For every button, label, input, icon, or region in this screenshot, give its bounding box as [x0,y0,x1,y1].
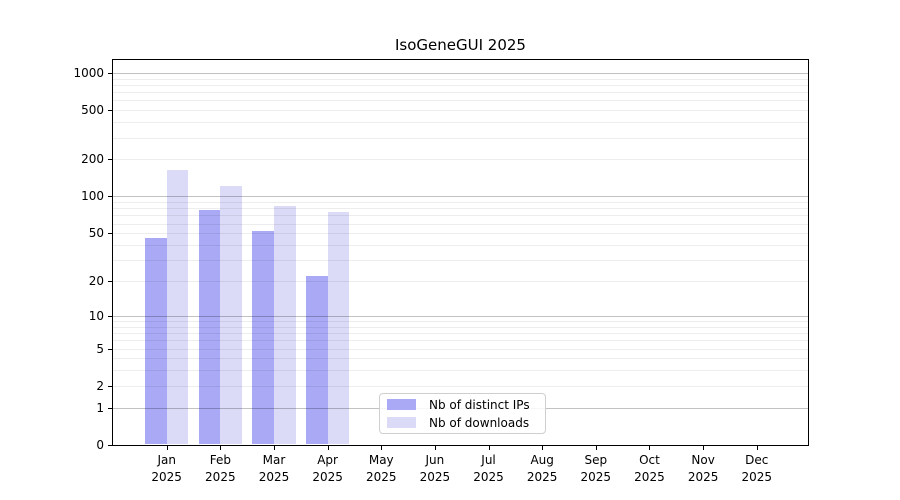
minor-gridline [113,326,808,328]
y-tick-mark [108,72,112,74]
x-tick-label-oct: Oct 2025 [634,453,665,484]
x-tick-mark [542,446,544,450]
y-tick-label: 5 [96,341,104,356]
x-tick-label-jul: Jul 2025 [473,453,504,484]
minor-gridline [113,110,808,112]
minor-gridline [113,202,808,204]
y-tick-mark [108,315,112,317]
y-tick-label: 10 [88,308,104,323]
minor-gridline [113,281,808,283]
x-tick-mark [273,446,275,450]
y-tick-label: 500 [81,103,104,118]
minor-gridline [113,137,808,139]
x-tick-mark [595,446,597,450]
x-tick-label-may: May 2025 [365,453,397,484]
y-tick-label: 1000 [73,65,104,80]
legend-label-downloads: Nb of downloads [429,415,530,430]
bar-downloads-jan [166,169,189,444]
minor-gridline [113,370,808,372]
bar-downloads-feb [220,185,242,444]
x-tick-mark [220,446,222,450]
bar-distinct-ips-feb [198,209,221,444]
minor-gridline [113,122,808,124]
x-tick-label-jun: Jun 2025 [419,453,451,484]
y-tick-label: 20 [88,274,104,289]
x-tick-mark [327,446,329,450]
y-tick-mark [108,407,112,409]
bar-downloads-apr [327,212,350,444]
y-tick-label: 0 [96,438,104,452]
minor-gridline [113,208,808,210]
y-tick-label: 2 [96,378,104,393]
y-tick-mark [108,281,112,283]
legend-entry-distinct-ips: Nb of distinct IPs [387,398,545,412]
x-tick-mark [434,446,436,450]
minor-gridline [113,84,808,86]
y-tick-label: 50 [88,226,104,241]
y-tick-label: 100 [81,189,104,204]
minor-gridline [113,385,808,387]
minor-gridline [113,223,808,225]
major-gridline [113,315,808,317]
major-gridline [113,196,808,198]
minor-gridline [113,159,808,161]
legend: Nb of distinct IPs Nb of downloads [379,393,546,434]
minor-gridline [113,245,808,246]
bar-downloads-mar [273,205,296,444]
bar-distinct-ips-apr [306,276,328,444]
bar-distinct-ips-jan [145,237,167,444]
x-tick-mark [381,446,383,450]
x-tick-label-jan: Jan 2025 [151,453,182,484]
x-tick-mark [703,446,705,450]
x-tick-label-sep: Sep 2025 [580,453,612,484]
bar-distinct-ips-mar [252,231,274,444]
x-tick-label-nov: Nov 2025 [687,453,719,484]
y-tick-label: 1 [96,400,104,415]
y-tick-mark [108,196,112,198]
major-gridline [113,72,808,74]
y-tick-mark [108,233,112,235]
minor-gridline [113,215,808,217]
legend-swatch-downloads [387,417,416,428]
minor-gridline [113,348,808,350]
x-tick-mark [488,446,490,450]
minor-gridline [113,100,808,102]
x-tick-mark [166,446,168,450]
x-tick-label-mar: Mar 2025 [258,453,290,484]
minor-gridline [113,321,808,322]
y-tick-mark [108,159,112,161]
minor-gridline [113,358,808,360]
x-tick-label-apr: Apr 2025 [312,453,343,484]
plot-area [112,59,809,446]
minor-gridline [113,340,808,342]
legend-swatch-distinct-ips [387,399,416,410]
chart-title: IsoGeneGUI 2025 [395,36,526,54]
x-tick-label-aug: Aug 2025 [526,453,558,484]
minor-gridline [113,333,808,335]
minor-gridline [113,92,808,94]
legend-label-distinct-ips: Nb of distinct IPs [429,397,530,412]
x-tick-label-feb: Feb 2025 [205,453,236,484]
minor-gridline [113,78,808,80]
legend-entry-downloads: Nb of downloads [387,416,545,430]
y-tick-mark [108,348,112,350]
x-tick-label-dec: Dec 2025 [741,453,772,484]
x-tick-mark [756,446,758,450]
y-tick-label: 200 [81,152,104,167]
x-tick-mark [649,446,651,450]
y-tick-mark [108,110,112,112]
y-tick-mark [108,445,112,446]
y-tick-mark [108,385,112,387]
minor-gridline [113,260,808,262]
minor-gridline [113,233,808,235]
